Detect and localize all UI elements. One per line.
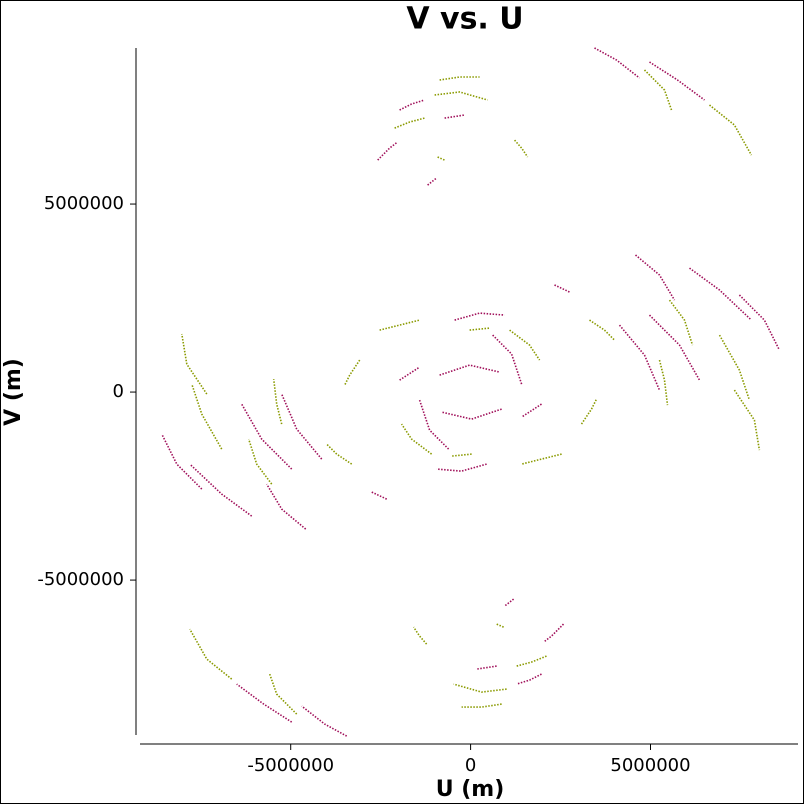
y-tick-label: 5000000	[44, 193, 124, 214]
y-tick-label: -5000000	[37, 569, 124, 590]
y-axis-label: V (m)	[1, 358, 26, 426]
x-axis-label: U (m)	[436, 777, 505, 802]
x-tick-label: -5000000	[247, 755, 334, 776]
uv-track	[181, 69, 761, 715]
x-tick-label: 5000000	[610, 755, 690, 776]
uv-track	[161, 47, 781, 737]
chart-title: V vs. U	[406, 2, 523, 37]
y-tick-label: 0	[113, 381, 124, 402]
x-tick-label: 0	[465, 755, 476, 776]
